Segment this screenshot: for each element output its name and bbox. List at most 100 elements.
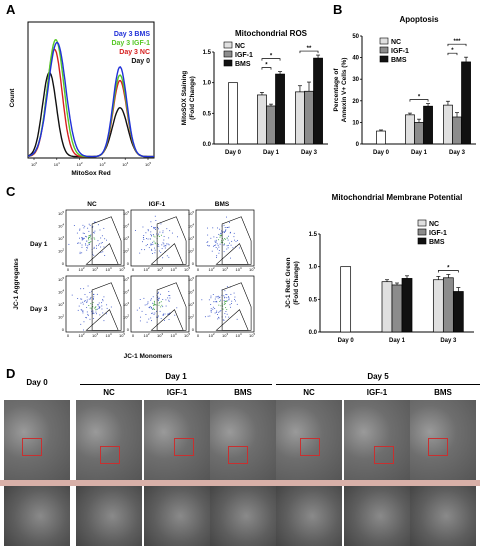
em-group-day5-line [276, 384, 480, 385]
flow-dot [97, 224, 99, 226]
flow-dot [90, 240, 92, 242]
chart-sig-label: * [451, 48, 454, 54]
tick-label: 102 [78, 266, 84, 272]
histogram-curve-3 [27, 41, 154, 158]
flow-dot [152, 243, 154, 245]
flow-dot [228, 299, 230, 301]
flow-dot [225, 230, 227, 232]
flow-dot [103, 320, 105, 322]
flow-dot [88, 230, 90, 232]
tick-label: 102 [123, 314, 129, 320]
flow-plot: 105 104 103 102 00 102 103 104 105 [123, 209, 190, 272]
flow-dot [161, 304, 163, 306]
flow-dot [150, 299, 152, 301]
flow-dot [165, 305, 167, 307]
flow-dot [218, 233, 220, 235]
flow-dot [233, 236, 235, 238]
flow-dot [96, 313, 97, 315]
flow-dot [89, 243, 91, 245]
chart-bar [432, 279, 444, 333]
flow-dot [153, 303, 155, 305]
flow-dot [104, 255, 106, 256]
tick-label: 104 [188, 223, 194, 229]
flow-dot [207, 315, 209, 317]
flow-dot [147, 229, 149, 231]
em-overview-image [210, 400, 276, 480]
flow-dot [93, 231, 94, 233]
flow-dot [219, 299, 221, 301]
chart-legend-swatch [379, 37, 389, 45]
flow-dot [104, 238, 106, 240]
flow-dot [226, 300, 228, 302]
tick-label: 103 [188, 301, 194, 307]
chart-bar [461, 61, 471, 145]
flow-dot [210, 297, 212, 299]
em-zoom-box [174, 438, 194, 456]
flow-dot [90, 234, 92, 236]
flow-col-label-igf: IGF-1 [149, 201, 166, 208]
flow-dot [98, 243, 100, 245]
chart-ylabel: (Fold Change) [189, 76, 196, 120]
flow-dot [208, 299, 210, 301]
chart-xtick-label: Day 1 [263, 150, 280, 156]
tick-label: 105 [184, 332, 190, 338]
flow-plot: 105 104 103 102 00 102 103 104 105 [188, 209, 255, 272]
flow-dot [165, 245, 167, 247]
tick-label: 0 [132, 333, 135, 338]
flow-dot [101, 235, 103, 237]
flow-dot [99, 307, 100, 309]
tick-label: 104 [170, 266, 176, 272]
tick-label: 104 [122, 161, 128, 167]
chart-legend-swatch [223, 50, 233, 58]
flow-dot [101, 305, 103, 307]
flow-dot [169, 312, 171, 314]
chart-xtick-label: Day 1 [411, 150, 428, 156]
flow-dot [154, 227, 155, 229]
flow-dot [215, 296, 217, 298]
chart-ylabel: MitoSOX Staining [181, 71, 188, 126]
flow-dot [238, 247, 240, 249]
flow-dot [150, 307, 152, 309]
flow-dot [154, 249, 156, 251]
flow-dot [150, 244, 152, 246]
flow-dot [98, 307, 100, 309]
flow-dot [222, 308, 224, 310]
flow-dot [229, 222, 230, 223]
chart-sig-bracket [437, 270, 459, 273]
flow-dot [134, 229, 136, 231]
flow-dot [83, 233, 85, 234]
chart-legend-label: NC [235, 43, 245, 50]
em-zoom-box [428, 438, 448, 456]
flow-dot [157, 299, 159, 301]
flow-dot [93, 318, 95, 319]
em-column-label: IGF-1 [366, 388, 388, 397]
tick-label: 0 [132, 267, 135, 272]
flow-dot [81, 239, 83, 241]
flow-dot [81, 244, 83, 246]
chart-sig-label: * [265, 63, 268, 69]
flow-dot [80, 323, 82, 325]
em-overview-image [144, 400, 210, 480]
flow-dot [224, 301, 226, 303]
flow-col-label-bms: BMS [215, 201, 230, 208]
flow-dot [213, 245, 215, 247]
flow-dot [82, 310, 84, 312]
flow-dot [226, 294, 228, 296]
tick-label: 103 [188, 235, 194, 241]
chart-bar [340, 266, 352, 333]
flow-ylabel: JC-1 Aggregates [13, 258, 20, 310]
flow-dot [142, 237, 144, 239]
flow-dot [82, 237, 84, 239]
chart-ytick-label: 1.0 [309, 265, 318, 271]
flow-dot [90, 298, 91, 300]
tick-label: 105 [58, 276, 64, 282]
flow-dot [103, 227, 105, 229]
flow-dot [176, 307, 178, 309]
flow-dot [226, 297, 228, 299]
flow-dot [162, 314, 164, 316]
flow-dot [149, 307, 151, 309]
em-group-day5: Day 5 [367, 372, 389, 381]
flow-dot [150, 233, 152, 235]
flow-dot [91, 290, 93, 292]
flow-dot [145, 238, 147, 240]
